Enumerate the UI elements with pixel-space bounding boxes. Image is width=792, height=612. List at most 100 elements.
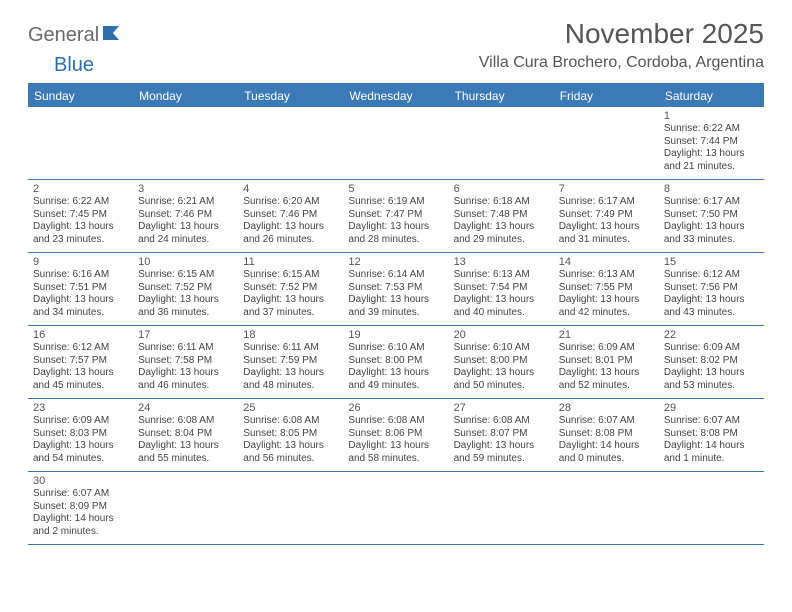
- day-cell: 12Sunrise: 6:14 AMSunset: 7:53 PMDayligh…: [343, 253, 448, 325]
- day-number: 21: [559, 329, 654, 341]
- daylight-text: Daylight: 14 hours: [559, 440, 654, 453]
- sunset-text: Sunset: 7:48 PM: [454, 209, 549, 222]
- sunrise-text: Sunrise: 6:08 AM: [243, 415, 338, 428]
- day-cell: 11Sunrise: 6:15 AMSunset: 7:52 PMDayligh…: [238, 253, 343, 325]
- sunrise-text: Sunrise: 6:12 AM: [664, 269, 759, 282]
- day-cell-empty: [238, 107, 343, 179]
- daylight-text: Daylight: 13 hours: [664, 367, 759, 380]
- daylight-text: Daylight: 13 hours: [664, 221, 759, 234]
- sunset-text: Sunset: 7:50 PM: [664, 209, 759, 222]
- day-cell: 14Sunrise: 6:13 AMSunset: 7:55 PMDayligh…: [554, 253, 659, 325]
- daylight-text: and 55 minutes.: [138, 453, 233, 466]
- day-cell: 29Sunrise: 6:07 AMSunset: 8:08 PMDayligh…: [659, 399, 764, 471]
- daylight-text: and 39 minutes.: [348, 307, 443, 320]
- sunrise-text: Sunrise: 6:21 AM: [138, 196, 233, 209]
- day-cell-empty: [343, 472, 448, 544]
- day-cell: 28Sunrise: 6:07 AMSunset: 8:08 PMDayligh…: [554, 399, 659, 471]
- sunset-text: Sunset: 7:51 PM: [33, 282, 128, 295]
- daylight-text: Daylight: 13 hours: [559, 221, 654, 234]
- day-cell: 18Sunrise: 6:11 AMSunset: 7:59 PMDayligh…: [238, 326, 343, 398]
- daylight-text: Daylight: 13 hours: [243, 221, 338, 234]
- day-cell: 2Sunrise: 6:22 AMSunset: 7:45 PMDaylight…: [28, 180, 133, 252]
- daylight-text: and 52 minutes.: [559, 380, 654, 393]
- day-number: 23: [33, 402, 128, 414]
- daylight-text: Daylight: 14 hours: [664, 440, 759, 453]
- weekday-wednesday: Wednesday: [343, 85, 448, 107]
- sunrise-text: Sunrise: 6:08 AM: [138, 415, 233, 428]
- daylight-text: and 29 minutes.: [454, 234, 549, 247]
- weeks-container: 1Sunrise: 6:22 AMSunset: 7:44 PMDaylight…: [28, 107, 764, 545]
- day-number: 11: [243, 256, 338, 268]
- daylight-text: Daylight: 13 hours: [138, 294, 233, 307]
- week-row: 30Sunrise: 6:07 AMSunset: 8:09 PMDayligh…: [28, 472, 764, 545]
- daylight-text: Daylight: 13 hours: [559, 294, 654, 307]
- sunrise-text: Sunrise: 6:20 AM: [243, 196, 338, 209]
- day-cell: 13Sunrise: 6:13 AMSunset: 7:54 PMDayligh…: [449, 253, 554, 325]
- day-number: 3: [138, 183, 233, 195]
- daylight-text: Daylight: 13 hours: [243, 294, 338, 307]
- sunrise-text: Sunrise: 6:09 AM: [664, 342, 759, 355]
- weekday-row: Sunday Monday Tuesday Wednesday Thursday…: [28, 85, 764, 107]
- daylight-text: and 42 minutes.: [559, 307, 654, 320]
- daylight-text: Daylight: 13 hours: [348, 440, 443, 453]
- day-cell: 1Sunrise: 6:22 AMSunset: 7:44 PMDaylight…: [659, 107, 764, 179]
- sunset-text: Sunset: 8:08 PM: [664, 428, 759, 441]
- day-cell: 19Sunrise: 6:10 AMSunset: 8:00 PMDayligh…: [343, 326, 448, 398]
- day-cell: 7Sunrise: 6:17 AMSunset: 7:49 PMDaylight…: [554, 180, 659, 252]
- day-cell: 17Sunrise: 6:11 AMSunset: 7:58 PMDayligh…: [133, 326, 238, 398]
- daylight-text: and 21 minutes.: [664, 161, 759, 174]
- daylight-text: and 53 minutes.: [664, 380, 759, 393]
- day-number: 6: [454, 183, 549, 195]
- sunrise-text: Sunrise: 6:10 AM: [348, 342, 443, 355]
- day-number: 16: [33, 329, 128, 341]
- daylight-text: Daylight: 13 hours: [559, 367, 654, 380]
- daylight-text: and 50 minutes.: [454, 380, 549, 393]
- sunrise-text: Sunrise: 6:09 AM: [33, 415, 128, 428]
- daylight-text: and 40 minutes.: [454, 307, 549, 320]
- sunset-text: Sunset: 7:58 PM: [138, 355, 233, 368]
- sunset-text: Sunset: 8:07 PM: [454, 428, 549, 441]
- daylight-text: and 54 minutes.: [33, 453, 128, 466]
- day-number: 5: [348, 183, 443, 195]
- sunrise-text: Sunrise: 6:10 AM: [454, 342, 549, 355]
- day-cell-empty: [133, 472, 238, 544]
- daylight-text: and 2 minutes.: [33, 526, 128, 539]
- sunset-text: Sunset: 8:06 PM: [348, 428, 443, 441]
- logo: General: [28, 18, 131, 47]
- weekday-sunday: Sunday: [28, 85, 133, 107]
- day-number: 9: [33, 256, 128, 268]
- sunrise-text: Sunrise: 6:17 AM: [559, 196, 654, 209]
- day-cell: 3Sunrise: 6:21 AMSunset: 7:46 PMDaylight…: [133, 180, 238, 252]
- daylight-text: and 28 minutes.: [348, 234, 443, 247]
- title-block: November 2025 Villa Cura Brochero, Cordo…: [479, 18, 764, 72]
- sunset-text: Sunset: 8:08 PM: [559, 428, 654, 441]
- day-number: 1: [664, 110, 759, 122]
- sunrise-text: Sunrise: 6:09 AM: [559, 342, 654, 355]
- day-cell-empty: [28, 107, 133, 179]
- sunrise-text: Sunrise: 6:14 AM: [348, 269, 443, 282]
- day-cell: 20Sunrise: 6:10 AMSunset: 8:00 PMDayligh…: [449, 326, 554, 398]
- daylight-text: Daylight: 13 hours: [243, 440, 338, 453]
- sunrise-text: Sunrise: 6:12 AM: [33, 342, 128, 355]
- day-number: 8: [664, 183, 759, 195]
- sunset-text: Sunset: 7:56 PM: [664, 282, 759, 295]
- page: General November 2025 Villa Cura Brocher…: [0, 0, 792, 555]
- day-number: 10: [138, 256, 233, 268]
- week-row: 1Sunrise: 6:22 AMSunset: 7:44 PMDaylight…: [28, 107, 764, 180]
- day-number: 29: [664, 402, 759, 414]
- sunset-text: Sunset: 7:57 PM: [33, 355, 128, 368]
- location-text: Villa Cura Brochero, Cordoba, Argentina: [479, 54, 764, 72]
- day-cell: 6Sunrise: 6:18 AMSunset: 7:48 PMDaylight…: [449, 180, 554, 252]
- day-number: 7: [559, 183, 654, 195]
- day-cell: 5Sunrise: 6:19 AMSunset: 7:47 PMDaylight…: [343, 180, 448, 252]
- daylight-text: Daylight: 13 hours: [348, 221, 443, 234]
- day-number: 24: [138, 402, 233, 414]
- sunset-text: Sunset: 7:55 PM: [559, 282, 654, 295]
- day-cell: 22Sunrise: 6:09 AMSunset: 8:02 PMDayligh…: [659, 326, 764, 398]
- day-cell-empty: [554, 107, 659, 179]
- day-cell: 15Sunrise: 6:12 AMSunset: 7:56 PMDayligh…: [659, 253, 764, 325]
- day-cell: 30Sunrise: 6:07 AMSunset: 8:09 PMDayligh…: [28, 472, 133, 544]
- daylight-text: Daylight: 13 hours: [348, 367, 443, 380]
- daylight-text: and 31 minutes.: [559, 234, 654, 247]
- day-cell: 25Sunrise: 6:08 AMSunset: 8:05 PMDayligh…: [238, 399, 343, 471]
